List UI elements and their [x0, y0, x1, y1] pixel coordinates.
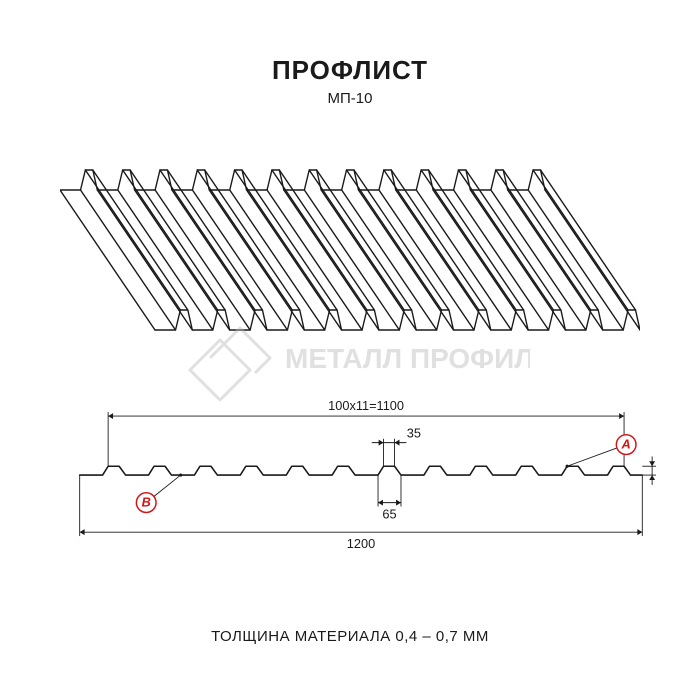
svg-text:B: B	[142, 495, 151, 510]
cross-section-diagram: 100x11=11003565101200AB	[60, 380, 640, 560]
page-title: ПРОФЛИСТ	[0, 0, 700, 86]
perspective-diagram	[60, 160, 640, 320]
svg-text:65: 65	[382, 506, 396, 521]
svg-text:1200: 1200	[347, 536, 375, 551]
page-subtitle: МП-10	[0, 90, 700, 107]
svg-text:100x11=1100: 100x11=1100	[328, 398, 404, 413]
svg-text:A: A	[621, 437, 631, 452]
thickness-label: ТОЛЩИНА МАТЕРИАЛА 0,4 – 0,7 ММ	[0, 628, 700, 645]
watermark-text: МЕТАЛЛ ПРОФИЛЬ	[285, 343, 530, 374]
svg-text:35: 35	[407, 426, 421, 441]
